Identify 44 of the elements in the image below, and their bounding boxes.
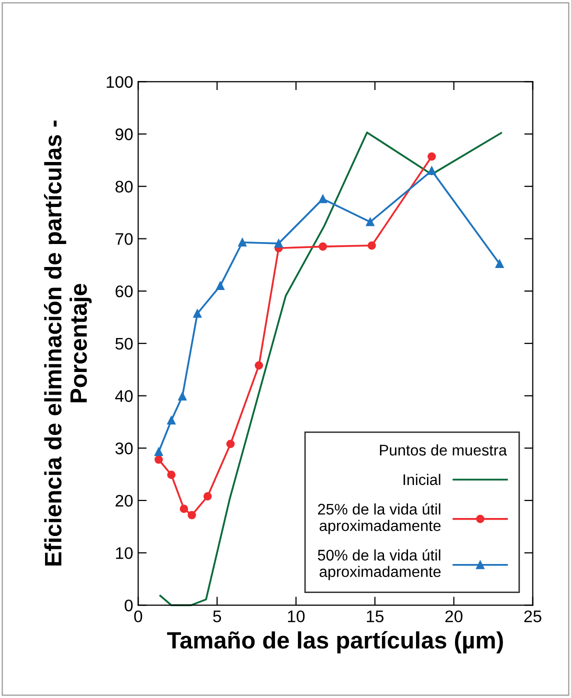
point	[178, 392, 187, 400]
x-tick-label: 5	[213, 610, 222, 622]
x-axis-title: Tamaño de las partículas (µm)	[167, 631, 503, 654]
x-tick-label: 15	[366, 610, 384, 622]
point	[428, 152, 436, 161]
x-tick-label: 25	[524, 610, 542, 622]
point	[226, 440, 235, 448]
y-tick-label: 20	[116, 494, 133, 507]
point	[193, 309, 202, 318]
point	[216, 282, 224, 290]
point	[318, 242, 328, 251]
point	[254, 361, 264, 370]
y-tick-label: 50	[115, 338, 133, 350]
point	[366, 218, 374, 226]
y-tick-label: 60	[116, 285, 133, 298]
point	[154, 455, 163, 464]
legend-label: 25% de la vida útil aproximadamente	[318, 503, 441, 534]
point	[180, 504, 188, 514]
legend-title: Puntos de muestra	[380, 444, 507, 456]
point	[318, 194, 328, 204]
x-tick-label: 0	[134, 610, 142, 622]
y-tick-label: 0	[124, 600, 133, 612]
point	[238, 238, 247, 247]
y-tick-label: 80	[116, 180, 133, 193]
y-axis-title: Eficiencia de eliminación de partículas - Porcentaje	[44, 120, 92, 566]
y-tick-label: 30	[115, 442, 133, 454]
point	[495, 260, 504, 268]
point	[167, 470, 176, 479]
y-tick-label: 70	[116, 233, 133, 245]
y-tick-label: 10	[116, 547, 133, 560]
legend-label: Inicial	[404, 474, 440, 486]
y-tick-label: 100	[106, 76, 133, 88]
point	[368, 241, 376, 250]
y-tick-label: 90	[116, 128, 133, 140]
point	[188, 510, 196, 520]
legend-label: 50% de la vida útil aproximadamente	[318, 549, 441, 580]
point	[274, 239, 283, 248]
x-tick-label: 10	[288, 610, 305, 622]
x-tick-label: 20	[445, 610, 462, 622]
point	[203, 492, 212, 500]
point	[428, 166, 436, 175]
point	[154, 448, 163, 456]
point	[167, 416, 176, 425]
y-tick-label: 40	[115, 390, 133, 402]
